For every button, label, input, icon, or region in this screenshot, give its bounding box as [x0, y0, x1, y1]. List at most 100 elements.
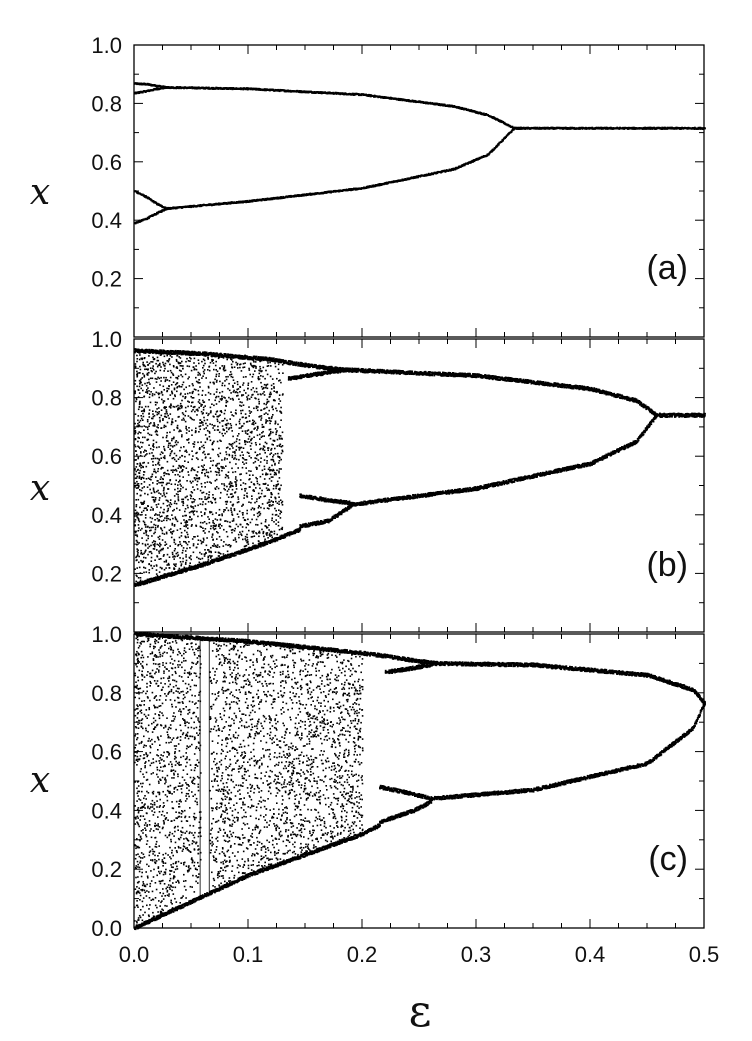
chaotic-point [150, 544, 152, 547]
chaotic-point [252, 387, 254, 389]
chaotic-point [234, 471, 237, 473]
branch-point [313, 91, 316, 93]
chaotic-point [146, 419, 149, 421]
chaotic-point [168, 359, 170, 361]
chaotic-point [245, 544, 248, 547]
chaotic-point [169, 499, 172, 501]
chaotic-point [201, 492, 203, 494]
chaotic-point [182, 395, 184, 398]
chaotic-point [187, 506, 189, 509]
chaotic-point [246, 396, 248, 398]
branch-point [230, 202, 232, 205]
chaotic-point [176, 520, 179, 523]
chaotic-point [152, 365, 154, 367]
chaotic-point [209, 457, 212, 459]
chaotic-point [163, 415, 166, 418]
chaotic-point [145, 384, 148, 387]
chaotic-point [238, 442, 241, 445]
chaotic-point [140, 549, 142, 552]
chaotic-point [239, 404, 241, 407]
chaotic-point [280, 381, 282, 384]
chaotic-point [202, 364, 205, 367]
chaotic-point [245, 526, 247, 529]
chaotic-point [279, 517, 282, 519]
chaotic-point [250, 457, 252, 459]
chaotic-point [191, 458, 193, 461]
chaotic-point [235, 409, 237, 412]
chaotic-point [161, 539, 164, 541]
branch-point [175, 207, 178, 210]
chaotic-point [232, 442, 234, 445]
chaotic-point [262, 448, 264, 451]
chaotic-point [134, 519, 137, 521]
chaotic-point [143, 532, 145, 535]
chaotic-point [231, 454, 234, 457]
chaotic-point [139, 469, 141, 472]
chaotic-point [160, 468, 162, 470]
chaotic-point [140, 464, 143, 467]
chaotic-point [275, 431, 278, 434]
chaotic-point [144, 517, 147, 519]
branch-point [179, 86, 182, 88]
chaotic-point [136, 469, 139, 471]
chaotic-point [179, 541, 181, 543]
chaotic-point [242, 362, 245, 365]
chaotic-point [182, 381, 185, 384]
chaotic-point [154, 528, 157, 531]
chaotic-point [248, 441, 251, 443]
chaotic-point [259, 368, 262, 370]
chaotic-point [142, 415, 145, 418]
chaotic-point [214, 544, 217, 547]
chaotic-point [260, 393, 262, 396]
chaotic-point [168, 567, 171, 569]
chaotic-point [148, 378, 150, 381]
chaotic-point [211, 448, 214, 451]
chaotic-point [143, 357, 146, 360]
chaotic-point [269, 422, 271, 425]
chaotic-point [199, 539, 202, 542]
chaotic-point [179, 449, 181, 452]
chaotic-point [166, 431, 168, 434]
chaotic-point [142, 363, 144, 366]
chaotic-point [192, 443, 194, 445]
chaotic-point [276, 409, 278, 412]
chaotic-point [152, 439, 155, 442]
chaotic-point [153, 491, 156, 494]
chaotic-point [239, 363, 242, 365]
chaotic-point [187, 471, 189, 473]
chaotic-point [239, 391, 241, 393]
chaotic-point [246, 533, 248, 536]
branch-point [164, 206, 167, 209]
chaotic-point [192, 507, 195, 510]
chaotic-point [258, 532, 261, 534]
chaotic-point [135, 499, 137, 501]
chaotic-point [179, 357, 182, 359]
chaotic-point [154, 524, 157, 527]
chaotic-point [241, 466, 244, 469]
chaotic-point [239, 366, 241, 369]
chaotic-point [224, 476, 227, 479]
chaotic-point [188, 385, 191, 387]
chaotic-point [210, 460, 212, 462]
chaotic-point [257, 377, 259, 380]
chaotic-point [252, 373, 255, 376]
chaotic-point [135, 539, 138, 542]
chaotic-point [259, 448, 261, 451]
chaotic-point [154, 457, 157, 460]
chaotic-point [238, 433, 240, 435]
chaotic-point [147, 364, 149, 366]
chaotic-point [272, 459, 275, 461]
chaotic-point [231, 520, 234, 522]
chaotic-point [263, 402, 265, 405]
chaotic-point [160, 558, 162, 560]
chaotic-point [149, 529, 151, 532]
chaotic-point [148, 381, 150, 384]
chaotic-point [135, 466, 138, 468]
chaotic-point [266, 460, 268, 462]
chaotic-point [264, 407, 266, 410]
chaotic-point [159, 545, 161, 548]
chaotic-point [187, 474, 190, 476]
chaotic-point [146, 361, 148, 363]
chaotic-point [142, 466, 144, 469]
chaotic-point [220, 539, 223, 541]
